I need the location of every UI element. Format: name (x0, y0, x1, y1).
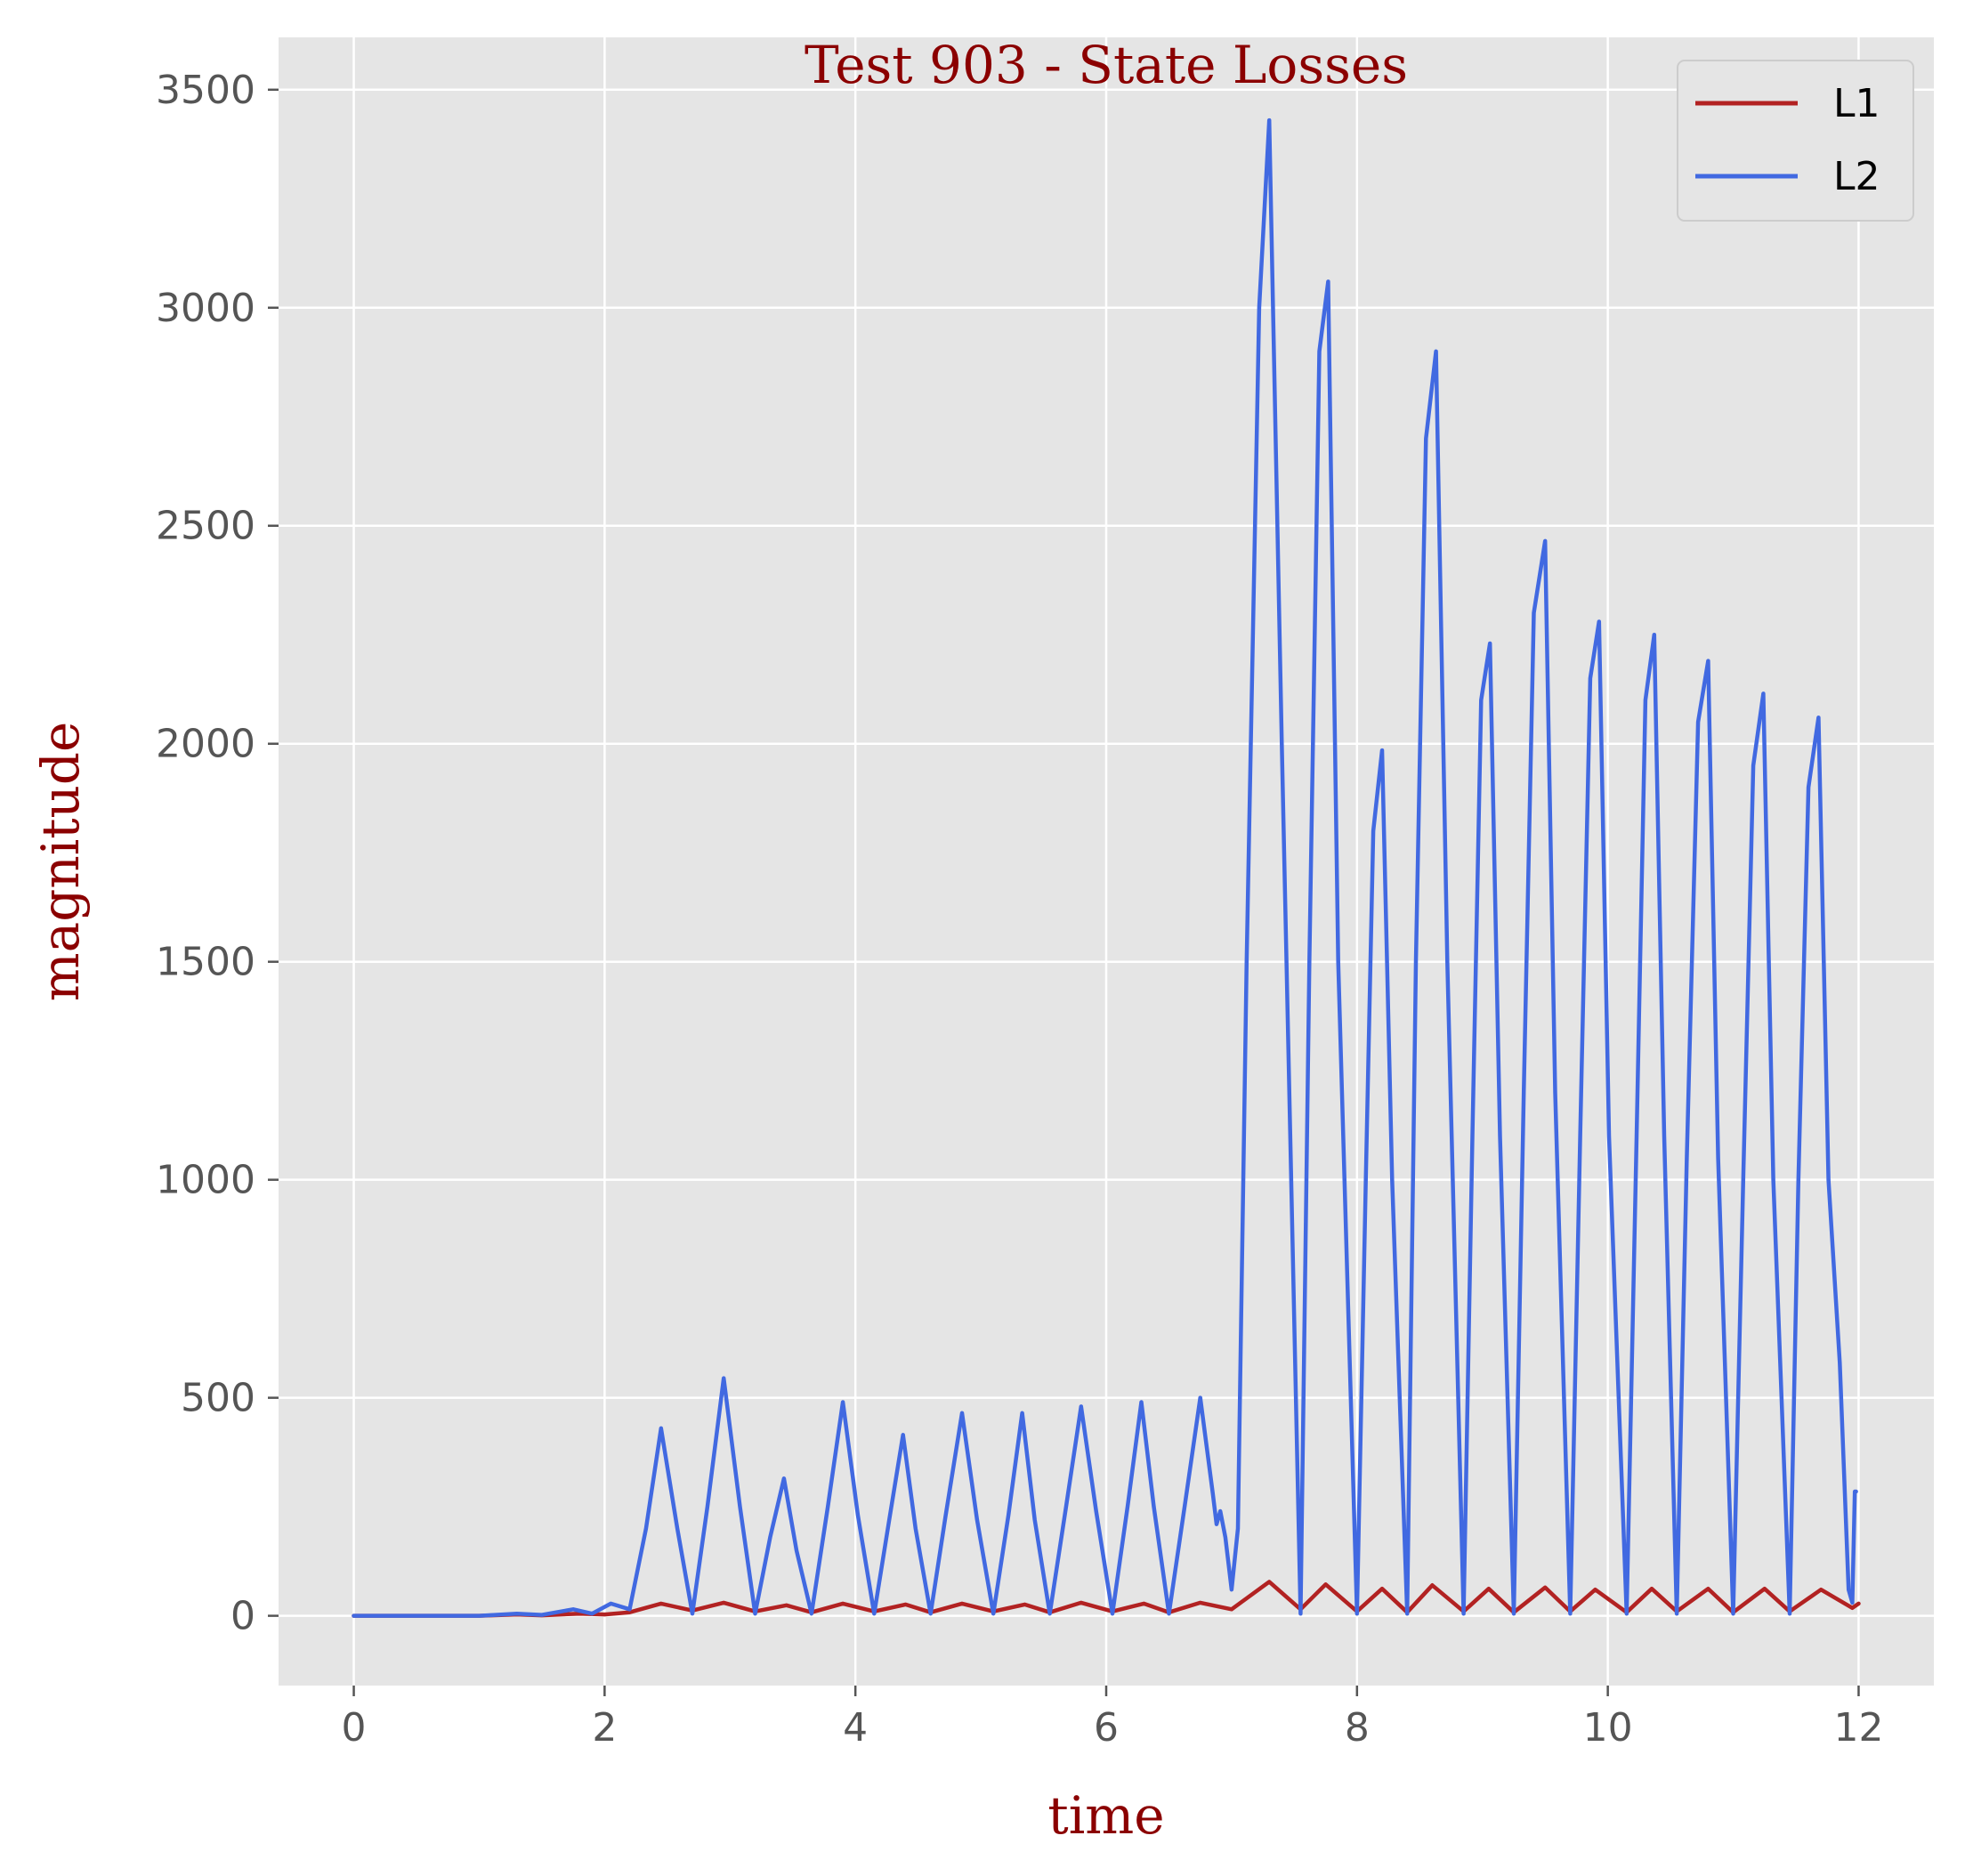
y-tick-label: 500 (181, 1376, 255, 1421)
series-line-l2 (352, 117, 1858, 1618)
y-axis-ticks: 0 500 1000 1500 2000 2500 3000 3500 (156, 68, 279, 1639)
x-tick-label: 2 (592, 1705, 617, 1751)
legend-label-l2: L2 (1833, 154, 1880, 199)
y-axis-title: magnitude (30, 722, 91, 1002)
x-tick-label: 8 (1345, 1705, 1370, 1751)
x-tick-label: 12 (1833, 1705, 1883, 1751)
y-tick-label: 0 (230, 1594, 255, 1639)
x-axis-title: time (1047, 1785, 1164, 1846)
y-tick-label: 1500 (156, 940, 255, 985)
y-tick-label: 3000 (156, 286, 255, 331)
series-layer (352, 117, 1861, 1618)
x-tick-label: 6 (1094, 1705, 1119, 1751)
legend-label-l1: L1 (1833, 81, 1880, 126)
chart-title: Test 903 - State Losses (805, 35, 1408, 95)
legend: L1 L2 (1677, 60, 1914, 222)
y-tick-label: 2500 (156, 504, 255, 549)
x-axis-ticks: 0 2 4 6 8 10 12 (342, 1686, 1883, 1751)
x-tick-label: 4 (843, 1705, 868, 1751)
y-tick-label: 3500 (156, 68, 255, 113)
x-tick-label: 0 (342, 1705, 367, 1751)
y-tick-label: 2000 (156, 722, 255, 767)
x-tick-label: 10 (1583, 1705, 1633, 1751)
y-tick-label: 1000 (156, 1158, 255, 1203)
legend-box (1677, 60, 1914, 222)
